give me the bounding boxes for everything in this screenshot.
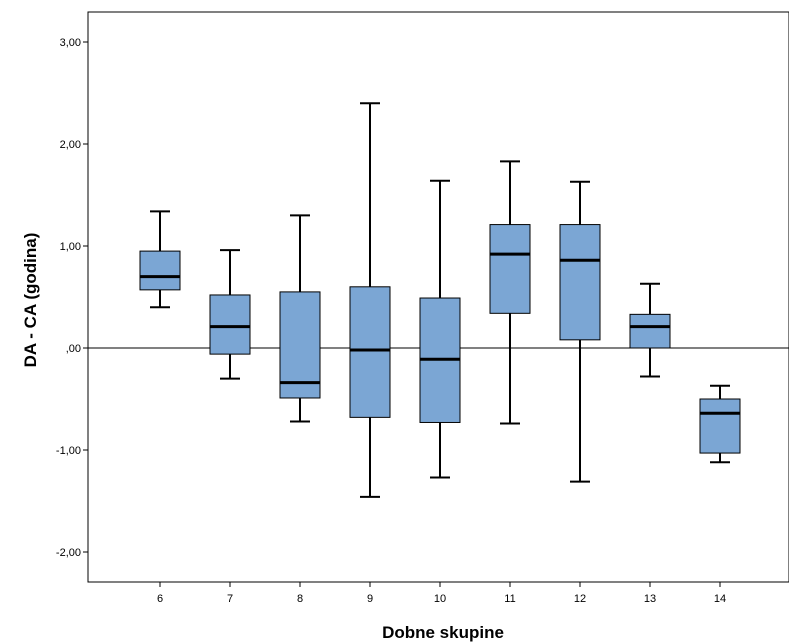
box-9: [349, 102, 391, 498]
box-11: [489, 160, 531, 425]
x-tick-label: 6: [157, 593, 163, 605]
x-tick-label: 14: [714, 593, 726, 605]
y-tick-label: 3,00: [60, 37, 81, 49]
y-tick-label: 2,00: [60, 139, 81, 151]
x-axis-title: Dobne skupine: [382, 623, 504, 642]
y-axis: 3,00 2,00 1,00 ,00 -1,00 -2,00: [56, 37, 88, 559]
x-tick-label: 9: [367, 593, 373, 605]
box-14: [699, 384, 741, 464]
y-tick-label: 1,00: [60, 241, 81, 253]
x-axis: 6 7 8 9 10 11 12 13 14: [157, 582, 726, 605]
box-group: [139, 102, 741, 498]
iqr-box: [489, 224, 531, 314]
plot-area-frame: [87, 11, 789, 583]
box-7: [209, 249, 251, 380]
box-6: [139, 210, 181, 309]
y-tick-label: ,00: [66, 343, 81, 355]
box-10: [419, 179, 461, 479]
iqr-box: [559, 224, 601, 341]
y-tick-label: -1,00: [56, 445, 81, 457]
y-axis-title: DA - CA (godina): [21, 233, 40, 368]
iqr-box: [699, 398, 741, 454]
box-8: [279, 214, 321, 423]
x-tick-label: 10: [434, 593, 446, 605]
x-tick-label: 7: [227, 593, 233, 605]
y-tick-label: -2,00: [56, 547, 81, 559]
x-tick-label: 13: [644, 593, 656, 605]
iqr-box: [349, 286, 391, 418]
iqr-box: [139, 250, 181, 291]
box-12: [559, 180, 601, 483]
iqr-box: [279, 291, 321, 399]
x-tick-label: 11: [504, 593, 515, 605]
iqr-box: [209, 294, 251, 355]
iqr-box: [629, 313, 671, 349]
x-tick-label: 12: [574, 593, 586, 605]
x-tick-label: 8: [297, 593, 303, 605]
box-13: [629, 282, 671, 378]
